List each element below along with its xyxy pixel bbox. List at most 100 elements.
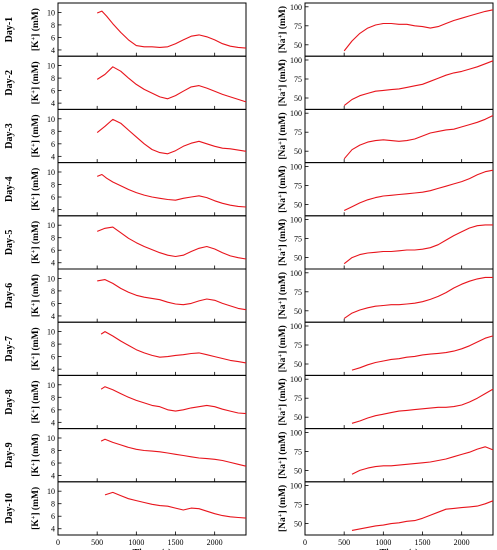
day-label: Day-8 [4, 389, 15, 415]
data-trace [100, 331, 247, 364]
y-tick-label: 75 [294, 181, 302, 190]
x-tick-label: 2000 [454, 538, 470, 547]
y-tick-label: 6 [51, 33, 55, 42]
y-tick-label: 75 [294, 501, 302, 510]
y-tick-label: 100 [290, 428, 302, 437]
data-trace [96, 118, 247, 155]
panel-frame [304, 215, 494, 270]
y-tick-label: 100 [290, 269, 302, 278]
y-tick-label: 10 [47, 274, 55, 283]
y-tick-label: 10 [47, 168, 55, 177]
panel-frame [57, 162, 247, 217]
y-tick-label: 100 [290, 482, 302, 491]
panel-k: 4 6 8 10 [K+] (mM) [30, 108, 247, 164]
data-trace [343, 9, 494, 52]
data-trace [96, 173, 247, 208]
y-axis-label: [Na+] (mM) [277, 378, 289, 425]
y-tick-label: 8 [51, 234, 55, 243]
y-tick-label: 8 [51, 287, 55, 296]
y-tick-label: 10 [47, 487, 55, 496]
panel-na: 50 75 100[Na+] (mM) [277, 215, 494, 270]
data-trace [343, 224, 493, 265]
panel-frame [304, 162, 494, 217]
y-tick-label: 8 [51, 181, 55, 190]
panel-frame [304, 374, 494, 430]
panel-frame [57, 2, 247, 57]
data-trace [351, 388, 494, 424]
day-label: Day-3 [4, 123, 15, 149]
y-tick-label: 50 [294, 254, 302, 263]
row-day-1: Day-1 4 6 8 10 [K+] (mM) 50 75 100[Na+] (mM) [4, 2, 494, 57]
y-tick-label: 6 [51, 353, 55, 362]
row-day-5: Day-5 4 6 8 10 [K+] (mM) 50 75 100[Na+] (mM) [4, 215, 494, 270]
y-tick-label: 100 [290, 3, 302, 12]
x-axis-label: Times (s) [133, 548, 172, 550]
panel-k: 4 6 8 10 0 500 1000 1500 2000 [K+] (mM) [30, 481, 247, 547]
y-tick-label: 4 [51, 259, 55, 268]
y-axis-label: [Na+] (mM) [277, 59, 289, 106]
y-axis-label: [K+] (mM) [30, 380, 42, 423]
y-tick-label: 100 [290, 322, 302, 331]
y-tick-label: 50 [294, 147, 302, 156]
y-axis-label: [K+] (mM) [30, 327, 42, 370]
x-axis-label: Times (s) [380, 548, 419, 550]
panel-k: 4 6 8 10 [K+] (mM) [30, 374, 247, 430]
y-tick-label: 10 [47, 221, 55, 230]
panel-frame [304, 428, 494, 483]
panel-frame [57, 268, 247, 323]
y-axis-label: [Na+] (mM) [277, 272, 289, 319]
day-label: Day-4 [4, 176, 15, 202]
data-trace [100, 438, 247, 467]
y-tick-label: 100 [290, 162, 302, 171]
y-tick-label: 75 [294, 394, 302, 403]
panel-k: 4 6 8 10 [K+] (mM) [30, 321, 247, 376]
data-trace [96, 226, 247, 260]
y-tick-label: 100 [290, 375, 302, 384]
y-tick-label: 50 [294, 307, 302, 316]
y-tick-label: 10 [47, 8, 55, 17]
row-day-9: Day-9 4 6 8 10 [K+] (mM) 50 75 100[Na+] (mM) [4, 428, 494, 483]
x-tick-label: 0 [303, 538, 307, 547]
y-axis-label: [Na+] (mM) [277, 6, 289, 53]
y-tick-label: 50 [294, 413, 302, 422]
panel-frame [57, 215, 247, 270]
day-label: Day-10 [4, 493, 15, 524]
y-tick-label: 8 [51, 340, 55, 349]
y-tick-label: 8 [51, 500, 55, 509]
y-axis-label: [Na+] (mM) [277, 432, 289, 479]
panel-frame [57, 481, 247, 536]
panel-frame [304, 108, 494, 164]
panel-na: 50 75 100[Na+] (mM) [277, 321, 494, 376]
y-axis-label: [Na+] (mM) [277, 485, 289, 532]
data-trace [343, 115, 494, 160]
y-axis-label: [K+] (mM) [30, 168, 42, 211]
y-tick-label: 4 [51, 418, 55, 427]
y-tick-label: 10 [47, 115, 55, 124]
y-tick-label: 6 [51, 459, 55, 468]
panel-frame [57, 321, 247, 376]
y-tick-label: 75 [294, 128, 302, 137]
panel-frame [304, 268, 494, 323]
y-tick-label: 50 [294, 41, 302, 50]
y-tick-label: 50 [294, 466, 302, 475]
x-tick-label: 0 [56, 538, 60, 547]
y-tick-label: 75 [294, 447, 302, 456]
y-axis-label: [K+] (mM) [30, 61, 42, 104]
y-tick-label: 6 [51, 246, 55, 255]
panel-frame [57, 428, 247, 483]
y-tick-label: 4 [51, 206, 55, 215]
y-tick-label: 10 [47, 381, 55, 390]
panel-frame [304, 321, 494, 376]
y-axis-label: [K+] (mM) [30, 114, 42, 157]
day-label: Day-1 [4, 17, 15, 43]
row-day-8: Day-8 4 6 8 10 [K+] (mM) 50 75 100[Na+] (mM) [4, 374, 494, 430]
y-tick-label: 4 [51, 46, 55, 55]
y-tick-label: 6 [51, 87, 55, 96]
data-trace [351, 446, 494, 475]
day-label: Day-2 [4, 70, 15, 96]
panel-k: 4 6 8 10 [K+] (mM) [30, 268, 247, 323]
y-tick-label: 10 [47, 62, 55, 71]
data-trace [96, 66, 247, 103]
